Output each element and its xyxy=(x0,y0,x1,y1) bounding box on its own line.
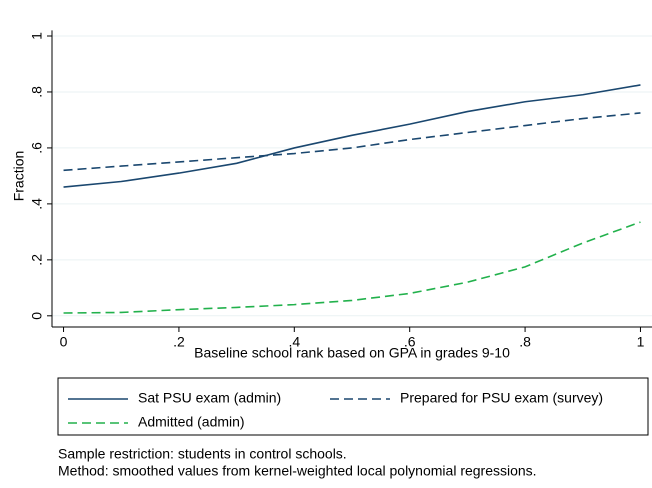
legend-box xyxy=(57,377,649,436)
legend-label: Prepared for PSU exam (survey) xyxy=(400,390,603,406)
legend-label: Admitted (admin) xyxy=(138,414,245,430)
y-tick-label: .4 xyxy=(29,198,45,210)
y-tick-label: .6 xyxy=(29,142,45,154)
x-tick-label: .6 xyxy=(404,334,416,350)
x-tick-label: 1 xyxy=(637,334,645,350)
x-axis-title: Baseline school rank based on GPA in gra… xyxy=(194,345,510,361)
series-line xyxy=(63,221,641,314)
y-tick-label: 0 xyxy=(29,312,45,320)
x-tick-label: .2 xyxy=(173,334,185,350)
y-axis-title: Fraction xyxy=(11,151,27,202)
note: Sample restriction: students in control … xyxy=(58,446,347,462)
note: Method: smoothed values from kernel-weig… xyxy=(58,463,537,479)
y-tick-label: 1 xyxy=(29,32,45,40)
x-tick-label: 0 xyxy=(60,334,68,350)
series-line xyxy=(63,112,641,172)
legend-label: Sat PSU exam (admin) xyxy=(138,390,281,406)
y-tick-label: .8 xyxy=(29,86,45,98)
x-tick-label: .4 xyxy=(288,334,300,350)
x-tick-label: .8 xyxy=(519,334,531,350)
y-tick-label: .2 xyxy=(29,254,45,266)
series-line xyxy=(63,84,641,188)
